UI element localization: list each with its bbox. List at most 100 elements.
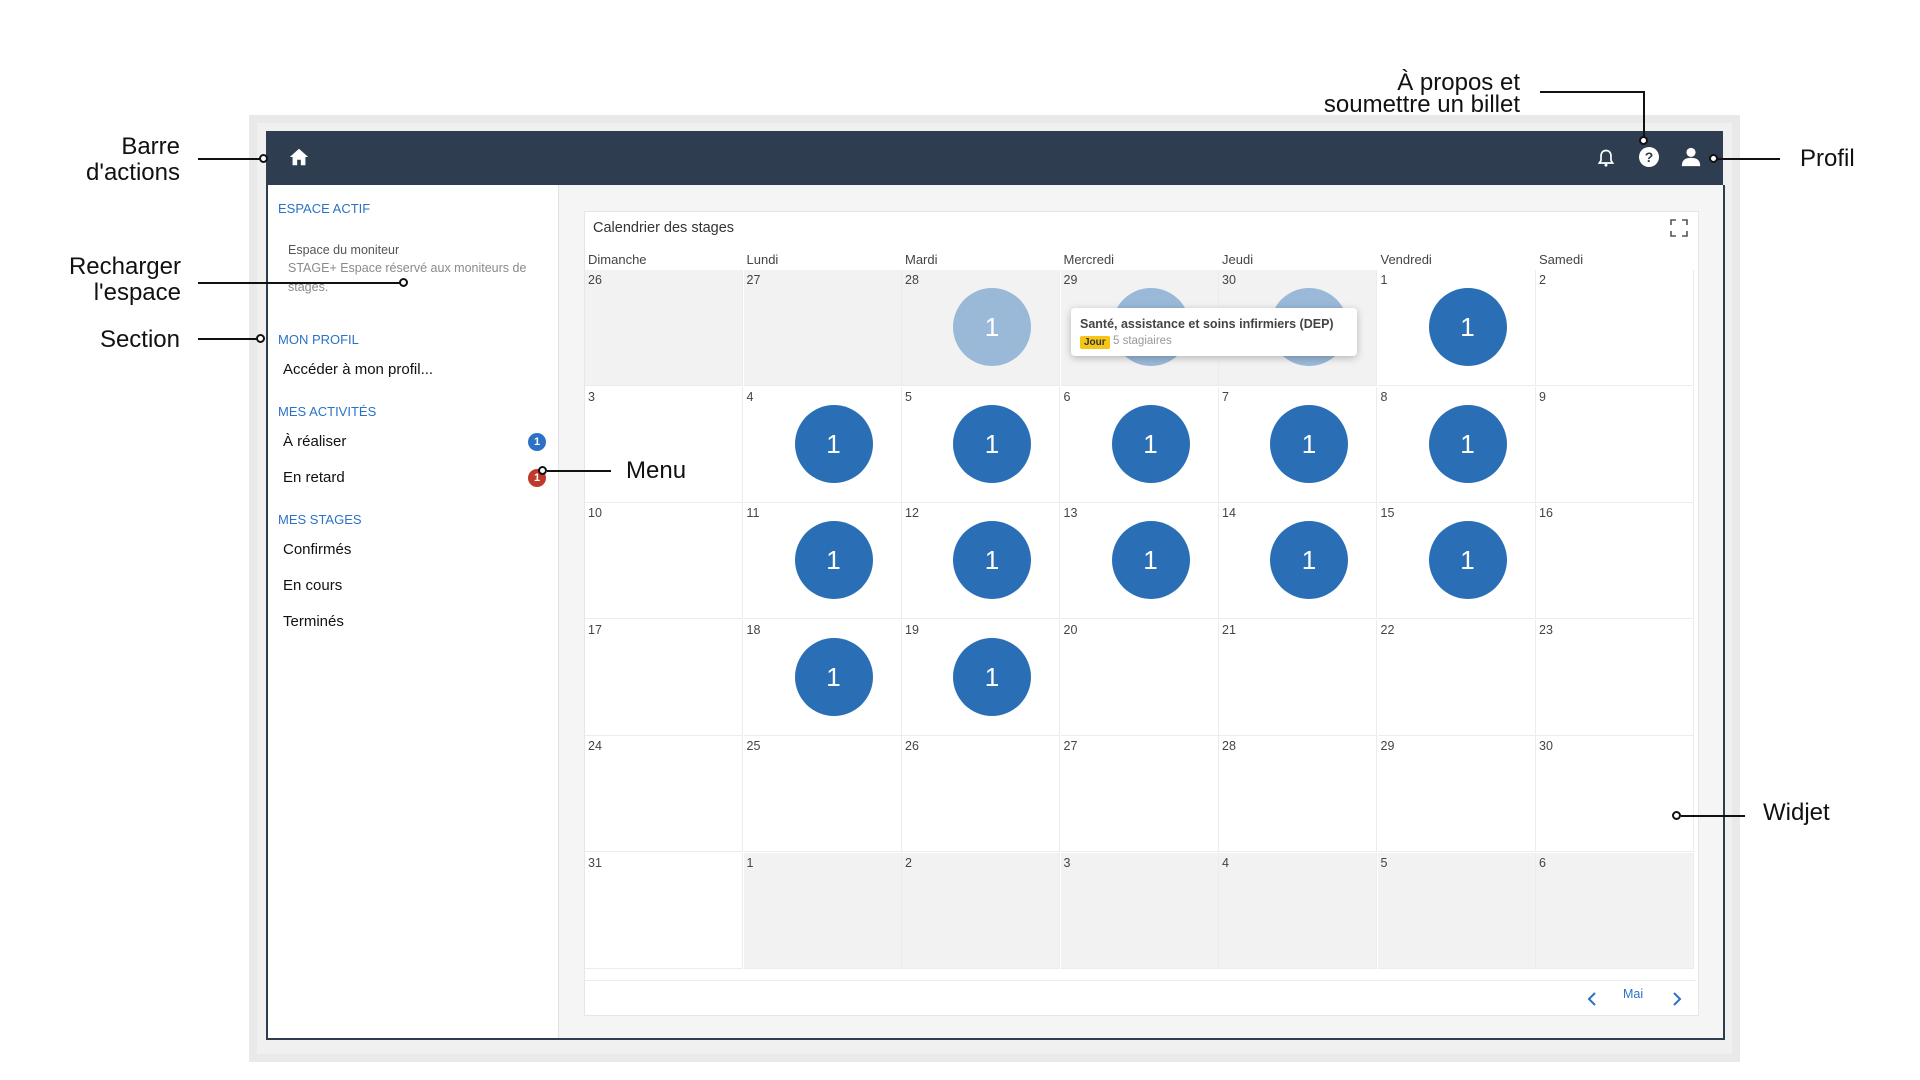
stage-tooltip: Santé, assistance et soins infirmiers (D…: [1071, 308, 1357, 356]
stage-count-bubble[interactable]: 1: [795, 638, 873, 716]
stage-count-bubble[interactable]: 1: [795, 405, 873, 483]
calendar-day-cell[interactable]: 21: [1219, 620, 1377, 736]
day-number: 11: [747, 506, 760, 520]
callout-dot: [259, 154, 268, 163]
calendar-day-cell[interactable]: 3: [1061, 853, 1219, 969]
calendar-day-cell[interactable]: 25: [744, 736, 902, 852]
calendar-day-cell[interactable]: 10: [585, 503, 743, 619]
calendar-day-cell[interactable]: 28 1: [902, 270, 1060, 386]
day-number: 5: [1381, 856, 1388, 870]
stage-count-bubble[interactable]: 1: [1112, 405, 1190, 483]
stage-count-bubble[interactable]: 1: [1112, 521, 1190, 599]
day-number: 6: [1064, 390, 1071, 404]
calendar-day-cell[interactable]: 20: [1061, 620, 1219, 736]
calendar-day-cell[interactable]: 19 1: [902, 620, 1060, 736]
reload-space[interactable]: Espace du moniteur STAGE+ Espace réservé…: [288, 241, 533, 297]
day-number: 29: [1064, 273, 1078, 287]
callout-profile: Profil: [1800, 146, 1855, 172]
day-number: 24: [588, 739, 602, 753]
calendar-day-cell[interactable]: 26: [585, 270, 743, 386]
calendar-day-cell[interactable]: 2: [902, 853, 1060, 969]
stage-count-bubble[interactable]: 1: [1429, 288, 1507, 366]
stage-count-bubble[interactable]: 1: [953, 638, 1031, 716]
fullscreen-icon[interactable]: [1670, 219, 1688, 237]
calendar-day-cell[interactable]: 16: [1536, 503, 1694, 619]
section-title-activities: MES ACTIVITÉS: [278, 404, 376, 419]
callout-widget: Widjet: [1763, 800, 1830, 826]
day-number: 3: [588, 390, 595, 404]
stage-count-bubble[interactable]: 1: [795, 521, 873, 599]
callout-line: [1643, 91, 1645, 138]
calendar-day-cell[interactable]: 24: [585, 736, 743, 852]
calendar-day-cell[interactable]: 2: [1536, 270, 1694, 386]
sidebar-item-late[interactable]: En retard: [283, 469, 345, 486]
callout-dot: [538, 466, 547, 475]
day-number: 8: [1381, 390, 1388, 404]
day-number: 1: [1381, 273, 1388, 287]
sidebar-item-in-progress[interactable]: En cours: [283, 577, 342, 594]
calendar-day-cell[interactable]: 23: [1536, 620, 1694, 736]
callout-dot: [1639, 136, 1648, 145]
stage-count-bubble[interactable]: 1: [953, 288, 1031, 366]
user-icon[interactable]: [1680, 145, 1702, 169]
calendar-day-cell[interactable]: 28: [1219, 736, 1377, 852]
callout-dot: [256, 334, 265, 343]
calendar-day-cell[interactable]: 14 1: [1219, 503, 1377, 619]
calendar-day-cell[interactable]: 4: [1219, 853, 1377, 969]
calendar-day-cell[interactable]: 17: [585, 620, 743, 736]
weekday-label: Samedi: [1539, 252, 1583, 267]
calendar-day-cell[interactable]: 3: [585, 387, 743, 503]
calendar-day-cell[interactable]: 6: [1536, 853, 1694, 969]
calendar-day-cell[interactable]: 1: [744, 853, 902, 969]
active-space-description: STAGE+ Espace réservé aux moniteurs de s…: [288, 259, 533, 297]
chevron-left-icon[interactable]: [1585, 991, 1599, 1007]
calendar-day-cell[interactable]: 18 1: [744, 620, 902, 736]
stage-count-bubble[interactable]: 1: [1429, 405, 1507, 483]
bell-icon[interactable]: [1596, 147, 1616, 169]
home-icon[interactable]: [288, 146, 310, 168]
day-number: 6: [1539, 856, 1546, 870]
calendar-day-cell[interactable]: 15 1: [1378, 503, 1536, 619]
day-number: 12: [905, 506, 919, 520]
calendar-day-cell[interactable]: 27: [1061, 736, 1219, 852]
stage-count-bubble[interactable]: 1: [953, 405, 1031, 483]
calendar-day-cell[interactable]: 9: [1536, 387, 1694, 503]
calendar-day-cell[interactable]: 5: [1378, 853, 1536, 969]
stage-count-bubble[interactable]: 1: [1429, 521, 1507, 599]
calendar-day-cell[interactable]: 11 1: [744, 503, 902, 619]
month-label[interactable]: Mai: [1623, 987, 1643, 1001]
sidebar-item-finished[interactable]: Terminés: [283, 613, 344, 630]
calendar-day-cell[interactable]: 22: [1378, 620, 1536, 736]
chevron-right-icon[interactable]: [1670, 991, 1684, 1007]
stage-count-bubble[interactable]: 1: [1270, 405, 1348, 483]
help-icon[interactable]: ?: [1637, 145, 1661, 169]
calendar-day-cell[interactable]: 31: [585, 853, 743, 969]
stage-count-bubble[interactable]: 1: [953, 521, 1031, 599]
section-title-stages: MES STAGES: [278, 512, 362, 527]
day-number: 21: [1222, 623, 1236, 637]
sidebar-item-todo[interactable]: À réaliser: [283, 433, 346, 450]
day-number: 16: [1539, 506, 1553, 520]
day-number: 15: [1381, 506, 1395, 520]
calendar-day-cell[interactable]: 13 1: [1061, 503, 1219, 619]
sidebar-item-profile[interactable]: Accéder à mon profil...: [283, 361, 433, 378]
day-number: 14: [1222, 506, 1236, 520]
widget-title: Calendrier des stages: [593, 220, 734, 236]
day-number: 26: [588, 273, 602, 287]
calendar-day-cell[interactable]: 27: [744, 270, 902, 386]
sidebar-item-confirmed[interactable]: Confirmés: [283, 541, 351, 558]
callout-section: Section: [60, 327, 180, 353]
day-number: 28: [905, 273, 919, 287]
calendar-day-cell[interactable]: 30: [1536, 736, 1694, 852]
calendar-day-cell[interactable]: 12 1: [902, 503, 1060, 619]
calendar-day-cell[interactable]: 29: [1378, 736, 1536, 852]
callout-action-bar: Barre d'actions: [60, 134, 180, 186]
calendar-day-cell[interactable]: 26: [902, 736, 1060, 852]
stage-count-bubble[interactable]: 1: [1270, 521, 1348, 599]
